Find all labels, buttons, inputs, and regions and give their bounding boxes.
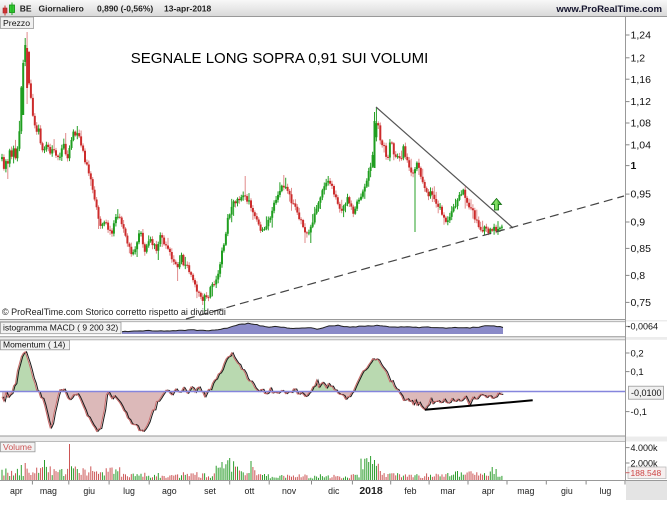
svg-text:-0,1: -0,1 (631, 407, 647, 418)
svg-text:0,85: 0,85 (631, 243, 652, 255)
svg-text:1,16: 1,16 (631, 74, 652, 86)
svg-text:0,95: 0,95 (631, 189, 652, 201)
svg-text:Momentum ( 14): Momentum ( 14) (3, 340, 66, 350)
svg-text:-0,0064: -0,0064 (628, 322, 659, 332)
svg-text:1,04: 1,04 (631, 139, 652, 151)
svg-text:dic: dic (328, 486, 340, 496)
svg-text:1,12: 1,12 (631, 96, 652, 108)
svg-text:188.548: 188.548 (631, 468, 662, 478)
svg-text:Prezzo: Prezzo (3, 18, 30, 28)
svg-text:lug: lug (600, 486, 612, 496)
svg-text:1,08: 1,08 (631, 118, 652, 130)
svg-text:SEGNALE LONG SOPRA 0,91 SUI VO: SEGNALE LONG SOPRA 0,91 SUI VOLUMI (131, 50, 429, 67)
svg-text:mar: mar (440, 486, 455, 496)
svg-text:2018: 2018 (359, 485, 383, 497)
svg-text:apr: apr (482, 486, 495, 496)
svg-text:mag: mag (517, 486, 534, 496)
svg-text:www.ProRealTime.com: www.ProRealTime.com (555, 4, 662, 15)
svg-text:feb: feb (404, 486, 416, 496)
svg-text:2.000k: 2.000k (631, 458, 659, 468)
svg-text:0,9: 0,9 (631, 217, 646, 229)
svg-text:BE: BE (20, 4, 32, 14)
svg-text:giu: giu (83, 486, 95, 496)
svg-text:0,890 (-0,56%): 0,890 (-0,56%) (97, 4, 153, 14)
svg-text:apr: apr (10, 486, 23, 496)
svg-text:giu: giu (561, 486, 573, 496)
svg-text:1,24: 1,24 (631, 30, 652, 42)
svg-text:1: 1 (631, 160, 637, 172)
svg-text:istogramma MACD ( 9 200 32): istogramma MACD ( 9 200 32) (3, 323, 118, 333)
svg-text:ott: ott (245, 486, 255, 496)
svg-text:0,2: 0,2 (631, 348, 644, 359)
svg-text:lug: lug (123, 486, 135, 496)
svg-text:0,8: 0,8 (631, 270, 646, 282)
svg-text:-0,0100: -0,0100 (631, 388, 662, 398)
svg-text:0,75: 0,75 (631, 297, 652, 309)
svg-text:© ProRealTime.com Storico cor: © ProRealTime.com Storico corretto rispe… (2, 307, 226, 317)
svg-text:ago: ago (162, 486, 177, 496)
svg-text:4.000k: 4.000k (631, 443, 659, 453)
svg-text:set: set (204, 486, 216, 496)
svg-text:1,2: 1,2 (631, 52, 646, 64)
svg-text:Giornaliero: Giornaliero (39, 4, 84, 14)
svg-text:0,1: 0,1 (631, 367, 644, 378)
svg-text:nov: nov (282, 486, 297, 496)
svg-text:mag: mag (40, 486, 57, 496)
svg-text:13-apr-2018: 13-apr-2018 (164, 4, 212, 14)
svg-text:Volume: Volume (3, 442, 32, 452)
